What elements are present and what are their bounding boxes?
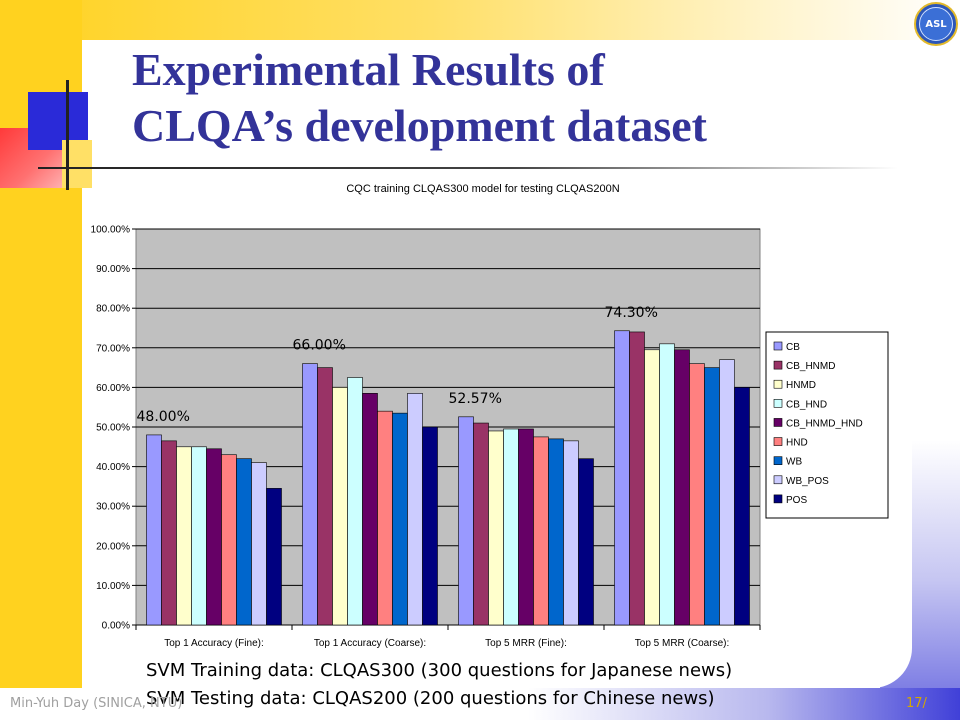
bar-cb-hnmd-hnd — [674, 349, 690, 626]
bar-pos — [422, 426, 438, 626]
legend-swatch — [773, 437, 783, 446]
top-gradient-band — [0, 0, 960, 40]
bar-wb — [704, 367, 720, 626]
bar-wb-pos — [407, 393, 423, 626]
bars — [146, 330, 750, 626]
bar-cb-hnd — [503, 428, 519, 626]
bar-wb — [392, 412, 408, 626]
data-label: 66.00% — [293, 338, 346, 354]
data-label: 52.57% — [449, 391, 502, 407]
bar-cb-hnmd — [629, 331, 645, 626]
bar-wb — [548, 438, 564, 626]
slide-title-line-1: Experimental Results of — [132, 44, 605, 95]
legend-label: CB — [786, 342, 800, 353]
bar-pos — [266, 488, 282, 626]
footer-page-number: 17/ — [906, 696, 927, 711]
bar-cb-hnd — [347, 377, 363, 626]
x-category-label: Top 1 Accuracy (Fine): — [164, 638, 263, 649]
footer-author: Min-Yuh Day (SINICA, NTU) — [10, 696, 183, 711]
data-annotations: 48.00% 66.00% 52.57% 74.30% — [137, 305, 658, 425]
bar-cb-hnmd-hnd — [362, 393, 378, 626]
y-tick-label: 0.00% — [102, 621, 130, 632]
y-tick-label: 90.00% — [96, 264, 130, 275]
legend-swatch — [773, 360, 783, 370]
y-tick-label: 50.00% — [96, 423, 130, 434]
bar-hnd — [221, 454, 237, 626]
y-tick-label: 100.00% — [91, 225, 131, 236]
bar-wb — [236, 458, 252, 626]
legend-label: WB_POS — [786, 476, 829, 487]
bar-wb-pos — [251, 462, 267, 626]
y-tick-label: 20.00% — [96, 541, 130, 552]
legend-label: WB — [786, 457, 802, 468]
bar-hnmd — [176, 446, 192, 626]
legend-swatch — [773, 418, 783, 427]
slide-title-line-2: CLQA’s development dataset — [132, 100, 707, 151]
legend: CB CB_HNMD HNMD CB_HND CB_HNMD_HND HND WB WB_PO… — [765, 331, 889, 519]
bar-hnmd — [644, 349, 660, 626]
legend-label: CB_HNMD_HND — [786, 418, 863, 429]
data-label: 48.00% — [137, 409, 190, 425]
y-axis-ticks: 0.00% 10.00% 20.00% 30.00% 40.00% 50.00% 60.00… — [91, 225, 131, 632]
bar-cb — [146, 434, 162, 626]
x-category-label: Top 5 MRR (Coarse): — [635, 638, 729, 649]
bar-hnmd — [488, 430, 504, 626]
bottom-gradient-band — [0, 688, 960, 720]
bar-cb — [302, 363, 318, 626]
bar-hnd — [689, 363, 705, 626]
bar-cb-hnd — [191, 446, 207, 626]
legend-label: HNMD — [786, 380, 816, 391]
training-data-caption: SVM Training data: CLQAS300 (300 questio… — [146, 660, 733, 681]
bar-hnd — [533, 436, 549, 626]
chart-title: CQC training CLQAS300 model for testing … — [346, 183, 619, 195]
title-underline — [38, 167, 898, 169]
legend-swatch — [773, 475, 783, 485]
bar-cb-hnmd-hnd — [206, 448, 222, 626]
bar-pos — [578, 458, 594, 626]
asl-logo-text: ASL — [919, 7, 953, 41]
bar-cb — [458, 416, 474, 626]
legend-swatch — [773, 379, 783, 389]
testing-data-caption: SVM Testing data: CLQAS200 (200 question… — [146, 688, 715, 709]
y-tick-label: 40.00% — [96, 462, 130, 473]
bar-cb-hnmd-hnd — [518, 428, 534, 626]
bar-cb-hnmd — [317, 367, 333, 626]
bar-wb-pos — [563, 440, 579, 626]
legend-label: CB_HND — [786, 399, 827, 410]
legend-swatch — [773, 456, 783, 465]
y-tick-label: 10.00% — [96, 581, 130, 592]
decor-vertical-line — [66, 80, 69, 190]
bar-cb-hnmd — [161, 440, 177, 626]
legend-swatch — [773, 399, 783, 408]
bar-cb-hnmd — [473, 422, 489, 626]
y-tick-label: 30.00% — [96, 502, 130, 513]
slide-title: Experimental Results of CLQA’s developme… — [132, 42, 872, 154]
y-tick-label: 60.00% — [96, 383, 130, 394]
legend-label: CB_HNMD — [786, 361, 835, 372]
bar-hnd — [377, 410, 393, 626]
bar-pos — [734, 387, 750, 626]
x-category-label: Top 1 Accuracy (Coarse): — [314, 638, 426, 649]
bar-cb-hnd — [659, 343, 675, 626]
legend-swatch — [773, 341, 783, 351]
y-tick-label: 70.00% — [96, 343, 130, 354]
legend-label: HND — [786, 438, 808, 449]
data-label: 74.30% — [605, 305, 658, 321]
asl-logo: ASL — [914, 2, 958, 46]
bar-wb-pos — [719, 359, 735, 626]
y-tick-label: 80.00% — [96, 304, 130, 315]
legend-swatch — [773, 494, 783, 504]
bar-cb — [614, 330, 630, 626]
legend-label: POS — [786, 495, 807, 506]
legend-box — [765, 331, 889, 519]
x-axis-categories: Top 1 Accuracy (Fine): Top 1 Accuracy (Co… — [135, 625, 761, 649]
bar-hnmd — [332, 387, 348, 626]
x-category-label: Top 5 MRR (Fine): — [485, 638, 567, 649]
